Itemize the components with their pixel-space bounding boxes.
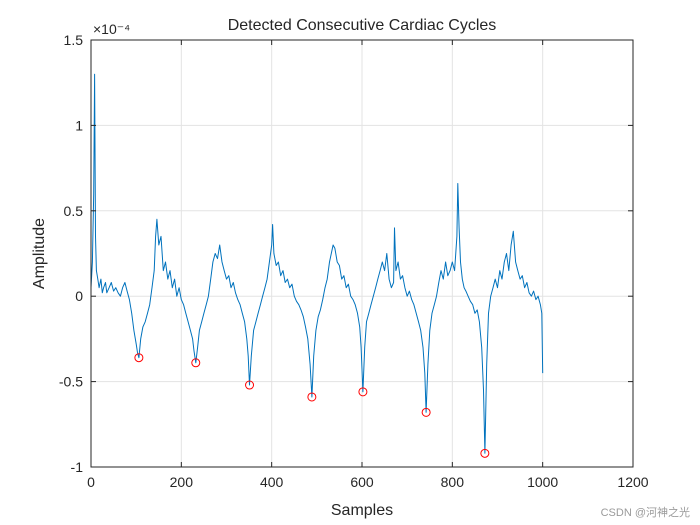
x-tick-label: 800 — [441, 474, 465, 490]
detected-peak-marker — [191, 358, 201, 368]
y-tick-label: 0.5 — [64, 203, 84, 219]
detected-peak-marker — [421, 407, 431, 417]
y-tick-label: 1.5 — [64, 32, 84, 48]
x-tick-label: 600 — [350, 474, 374, 490]
detected-peak-marker — [245, 380, 255, 390]
detected-peak-marker — [358, 387, 368, 397]
x-tick-label: 1200 — [617, 474, 648, 490]
series-layer — [90, 73, 544, 454]
y-exponent-label: ×10⁻⁴ — [93, 21, 130, 37]
watermark: CSDN @河神之光 — [601, 505, 690, 519]
detected-peak-marker — [480, 448, 490, 458]
y-tick-label: -0.5 — [59, 374, 83, 390]
x-tick-label: 200 — [170, 474, 194, 490]
grid — [90, 39, 634, 468]
y-tick-label: -1 — [71, 459, 84, 475]
series-line-signal — [90, 73, 544, 454]
detected-peak-marker — [307, 392, 317, 402]
y-tick-label: 0 — [75, 288, 83, 304]
y-tick-label: 1 — [75, 117, 83, 133]
detected-peak-marker — [134, 353, 144, 363]
x-tick-label: 1000 — [527, 474, 558, 490]
ticks-layer: 0 200 400 600 800 1000 1200 -1 -0.5 0 0.5 1 1.5 — [59, 32, 649, 490]
chart-title: Detected Consecutive Cardiac Cycles — [228, 17, 497, 34]
x-tick-label: 0 — [87, 474, 95, 490]
markers-layer — [134, 353, 490, 458]
y-axis-label: Amplitude — [31, 218, 48, 289]
x-tick-label: 400 — [260, 474, 284, 490]
x-axis-label: Samples — [331, 502, 393, 519]
